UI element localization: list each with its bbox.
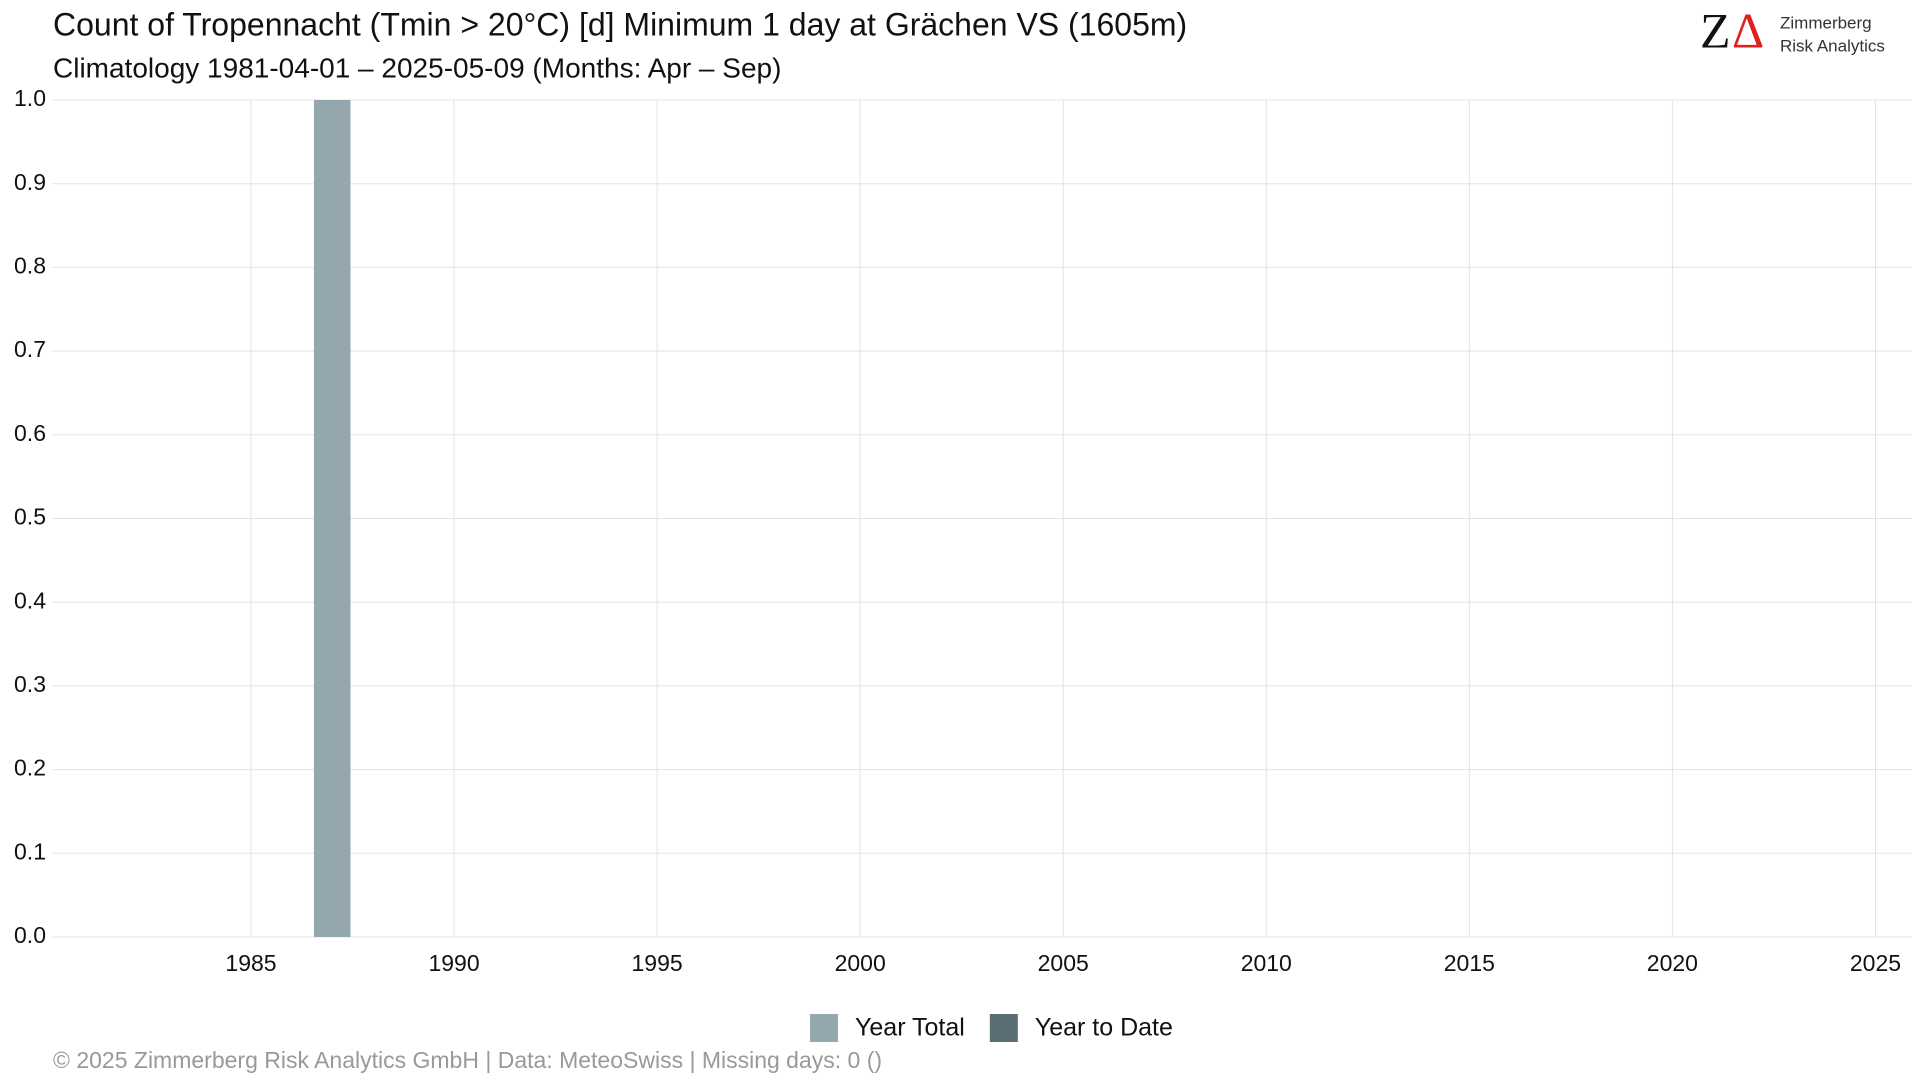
x-tick-label: 1995	[632, 950, 683, 976]
legend-swatch	[989, 1014, 1018, 1042]
x-tick-label: 1985	[225, 950, 276, 976]
bar	[313, 100, 351, 937]
x-tick-label: 1990	[428, 950, 479, 976]
y-tick-label: 0.4	[14, 587, 46, 613]
x-tick-label: 2020	[1647, 950, 1698, 976]
y-tick-label: 0.3	[14, 671, 46, 697]
y-tick-label: 0.5	[14, 504, 46, 530]
x-tick-label: 2000	[835, 950, 886, 976]
caption: © 2025 Zimmerberg Risk Analytics GmbH | …	[53, 1047, 882, 1073]
y-tick-label: 0.0	[14, 922, 46, 948]
x-tick-label: 2025	[1850, 950, 1901, 976]
x-tick-label: 2010	[1241, 950, 1292, 976]
legend-swatch	[810, 1014, 838, 1042]
chart-title: Count of Tropennacht (Tmin > 20°C) [d] M…	[53, 6, 1187, 42]
y-tick-label: 1.0	[14, 85, 46, 111]
y-tick-label: 0.8	[14, 252, 46, 278]
logo-delta: Δ	[1732, 2, 1764, 58]
logo-text: Zimmerberg	[1780, 13, 1872, 32]
x-tick-label: 2015	[1444, 950, 1495, 976]
chart-subtitle: Climatology 1981-04-01 – 2025-05-09 (Mon…	[53, 52, 781, 83]
y-tick-label: 0.7	[14, 336, 46, 362]
legend-label: Year to Date	[1035, 1014, 1173, 1042]
logo-z: Z	[1700, 2, 1731, 58]
y-tick-label: 0.1	[14, 838, 46, 864]
y-tick-label: 0.2	[14, 755, 46, 781]
y-tick-label: 0.9	[14, 169, 46, 195]
logo-text: Risk Analytics	[1780, 36, 1885, 55]
y-tick-label: 0.6	[14, 420, 46, 446]
legend-label: Year Total	[855, 1014, 965, 1042]
x-tick-label: 2005	[1038, 950, 1089, 976]
